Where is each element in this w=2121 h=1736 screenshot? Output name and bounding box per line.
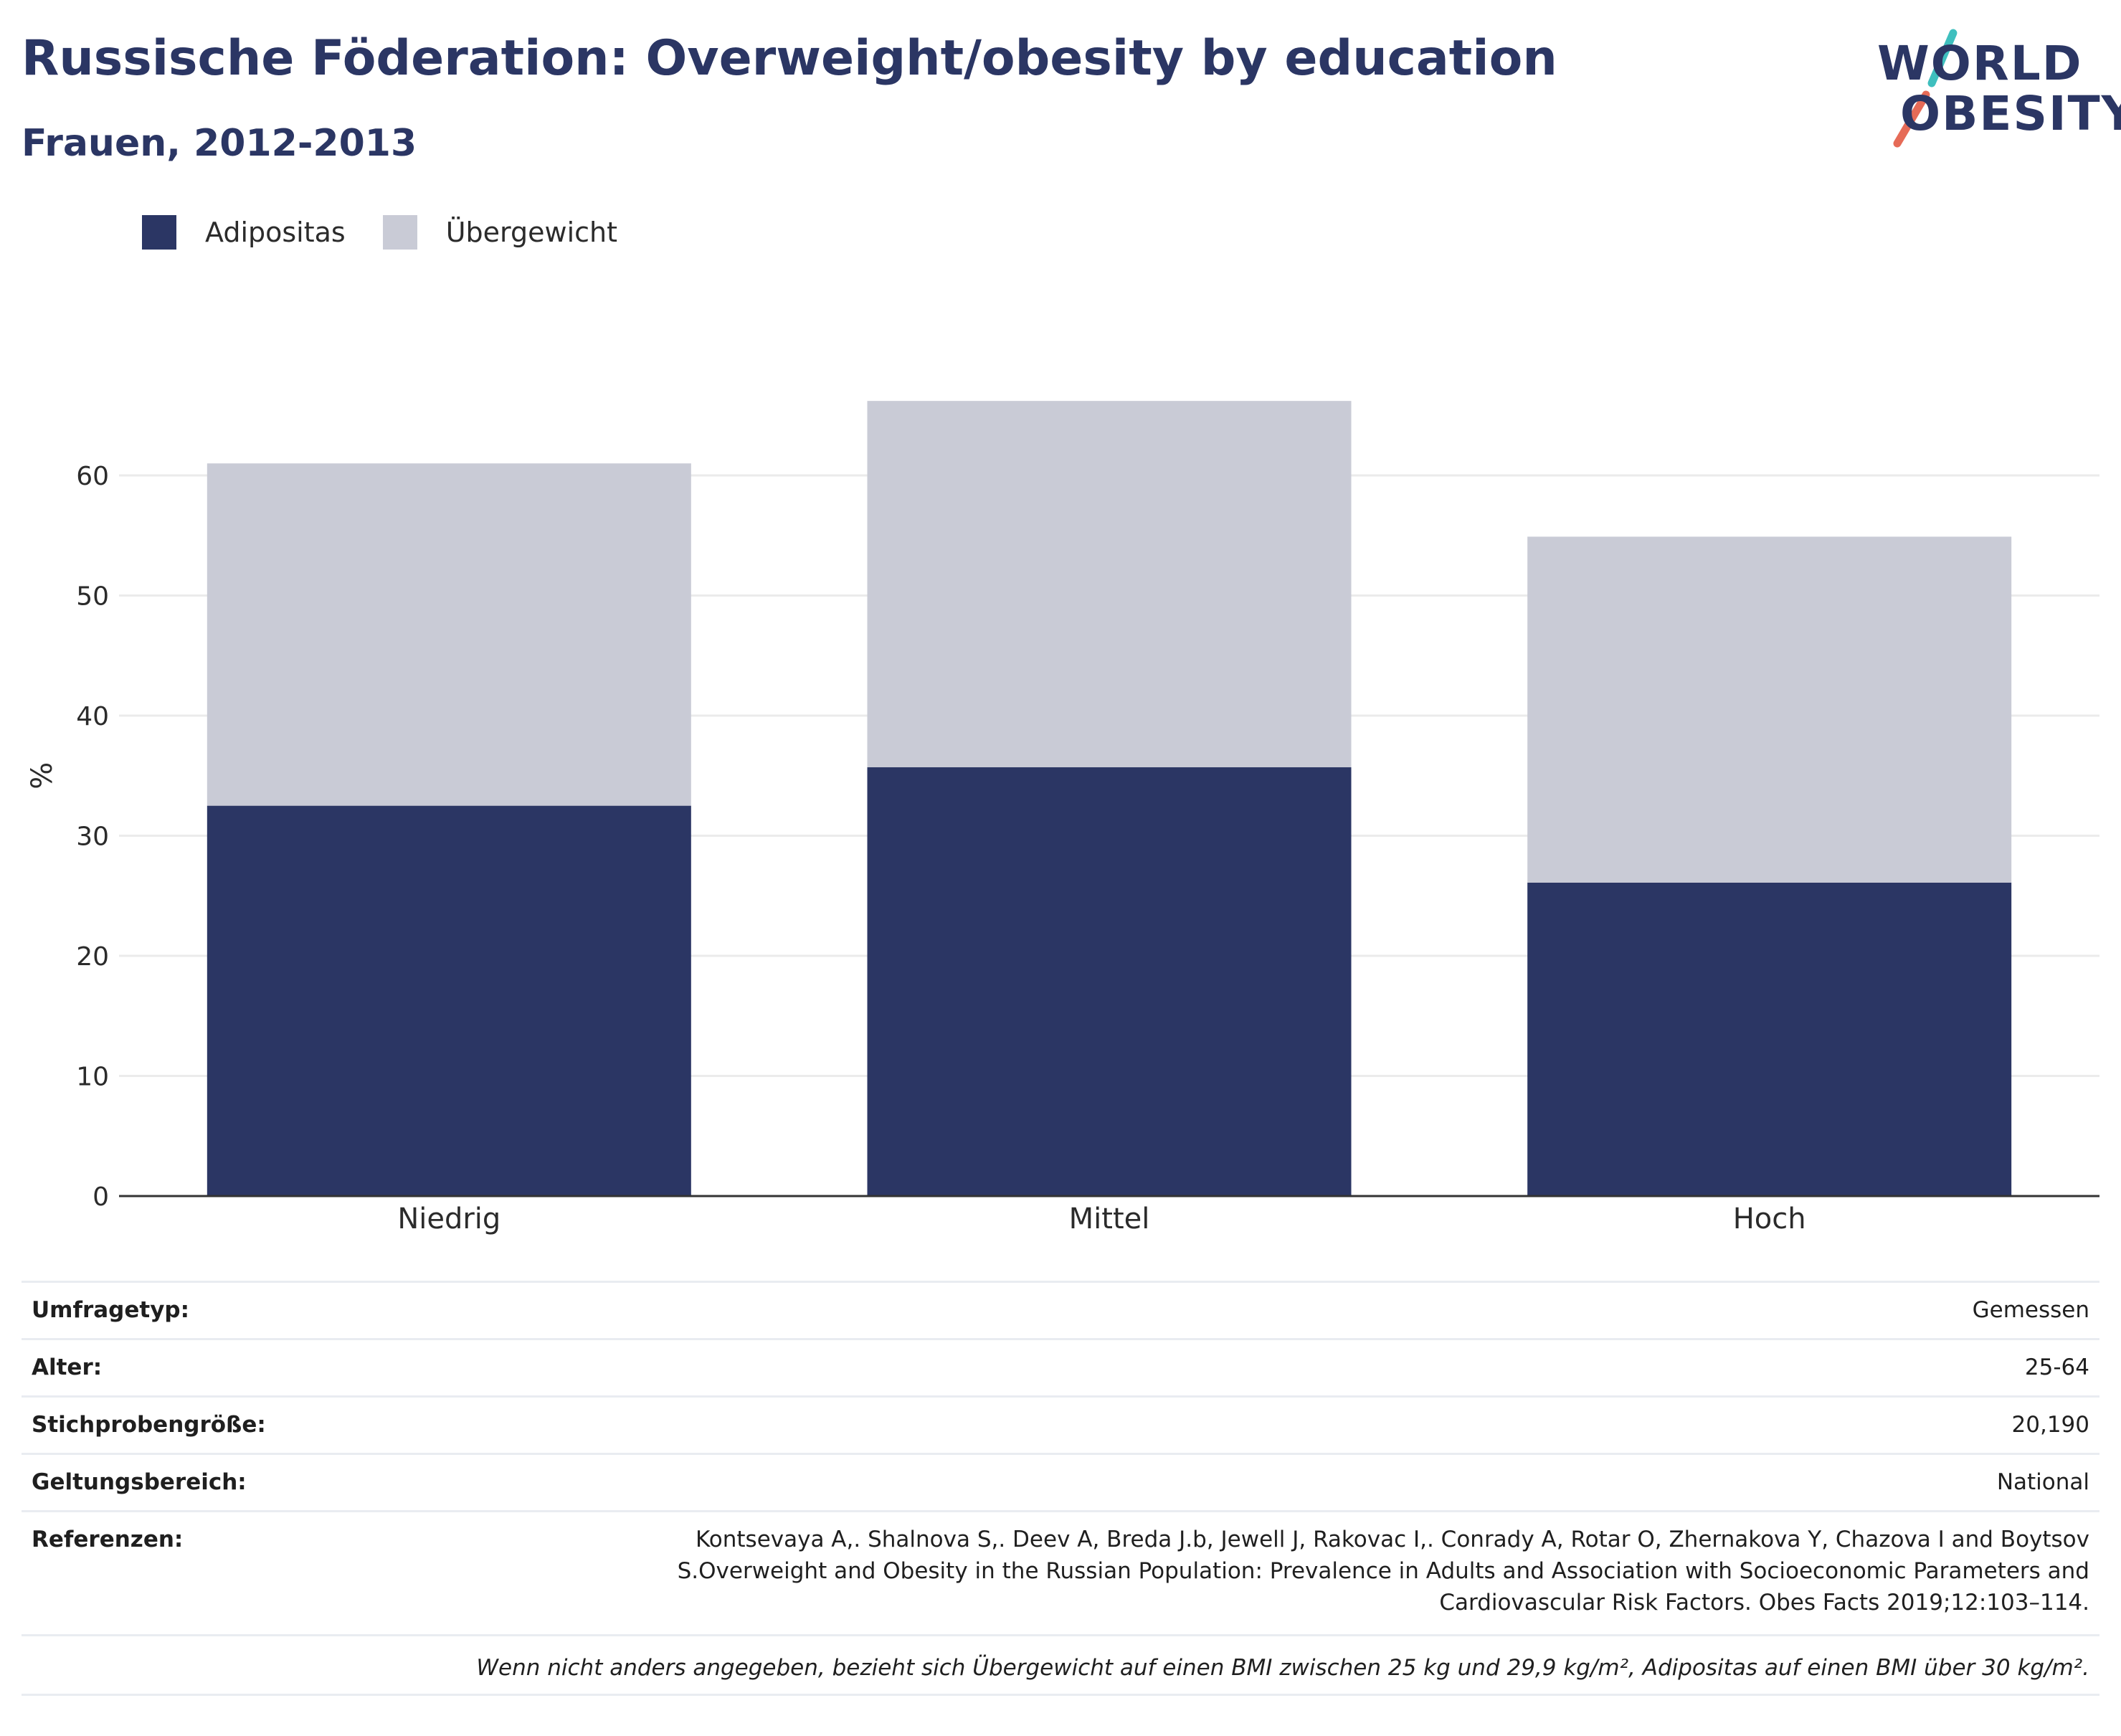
- bar-uebergewicht-hoch: [1527, 536, 2012, 883]
- y-tick-label: 40: [76, 702, 109, 731]
- info-row-age: Alter: 25-64: [22, 1338, 2099, 1395]
- bar-uebergewicht-niedrig: [207, 463, 691, 806]
- info-value: Gemessen: [1972, 1297, 2089, 1323]
- info-label: Umfragetyp:: [32, 1297, 189, 1323]
- reference-citation: Kontsevaya A,. Shalnova S,. Deev A, Bred…: [677, 1527, 2089, 1616]
- legend-item-uebergewicht[interactable]: Übergewicht: [382, 215, 617, 250]
- y-tick-label: 10: [76, 1063, 109, 1092]
- definition-note: Wenn nicht anders angegeben, bezieht sic…: [22, 1634, 2099, 1696]
- info-label: Geltungsbereich:: [32, 1469, 247, 1495]
- bar-adipositas-mittel: [867, 767, 1352, 1196]
- info-label: Referenzen:: [32, 1527, 184, 1552]
- y-tick-label: 30: [76, 822, 109, 852]
- chart-title: Russische Föderation: Overweight/obesity…: [22, 30, 1557, 87]
- bar-uebergewicht-mittel: [867, 401, 1352, 768]
- logo-slash-icon: [1893, 29, 1958, 148]
- chart-subtitle: Frauen, 2012-2013: [22, 122, 417, 165]
- info-row-survey-type: Umfragetyp: Gemessen: [22, 1281, 2099, 1338]
- world-obesity-logo: WORLD OBESITY: [1864, 20, 2121, 149]
- y-tick-label: 0: [92, 1182, 109, 1212]
- y-tick-label: 50: [76, 582, 109, 612]
- legend-item-adipositas[interactable]: Adipositas: [142, 215, 346, 250]
- logo-text-world: WORLD: [1877, 36, 2083, 91]
- bar-chart: 0 10 20 30 40 50 60 Niedrig Mittel Hoch%: [26, 401, 2099, 1235]
- info-row-scope: Geltungsbereich: National: [22, 1453, 2099, 1510]
- survey-info-table: Umfragetyp: Gemessen Alter: 25-64 Stichp…: [22, 1281, 2099, 1696]
- y-axis-label: %: [26, 762, 59, 789]
- y-tick-label: 60: [76, 462, 109, 491]
- legend-swatch-adipositas: [142, 215, 176, 250]
- logo-text-obesity: OBESITY: [1900, 86, 2121, 141]
- info-label: Stichprobengröße:: [32, 1412, 266, 1438]
- legend-label-adipositas: Adipositas: [205, 217, 346, 248]
- info-label: Alter:: [32, 1355, 103, 1380]
- info-row-references: Referenzen: Kontsevaya A,. Shalnova S,. …: [22, 1510, 2099, 1634]
- info-value: 25-64: [2024, 1355, 2089, 1380]
- info-row-sample-size: Stichprobengröße: 20,190: [22, 1395, 2099, 1453]
- legend-swatch-uebergewicht: [382, 215, 417, 250]
- chart-legend: Adipositas Übergewicht: [142, 212, 655, 252]
- info-value: National: [1996, 1469, 2089, 1495]
- bar-adipositas-niedrig: [207, 805, 691, 1196]
- x-tick-label: Mittel: [1069, 1203, 1150, 1235]
- x-tick-label: Hoch: [1733, 1203, 1806, 1235]
- info-value: 20,190: [2011, 1412, 2089, 1438]
- bar-adipositas-hoch: [1527, 882, 2012, 1196]
- x-tick-label: Niedrig: [397, 1203, 500, 1235]
- legend-label-uebergewicht: Übergewicht: [445, 217, 617, 248]
- y-tick-label: 20: [76, 942, 109, 972]
